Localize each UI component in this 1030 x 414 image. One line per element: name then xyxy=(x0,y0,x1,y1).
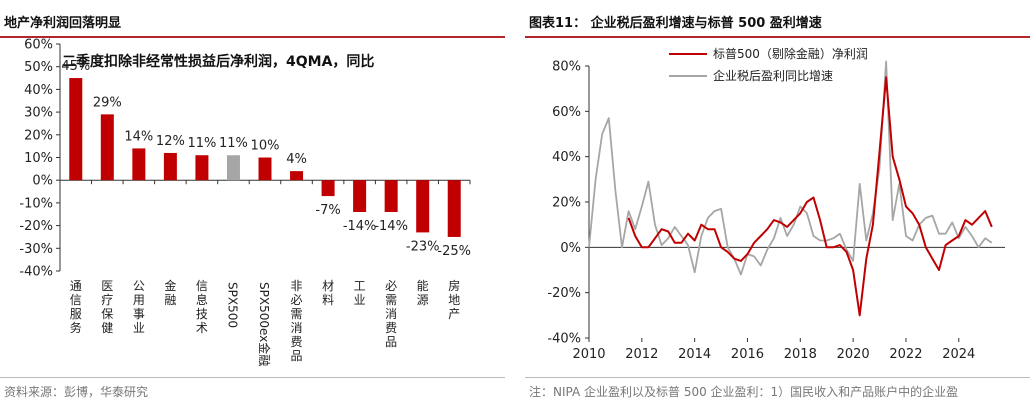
x-category-label: 医疗保健 xyxy=(101,279,113,335)
bar xyxy=(258,157,272,181)
y-tick-label: 0% xyxy=(560,241,581,256)
bar xyxy=(132,148,146,181)
data-label: -14% xyxy=(343,219,377,234)
left-source-rule xyxy=(0,377,505,378)
y-tick-label: 0% xyxy=(32,174,53,189)
bar-chart: 60% 50% 40% 30% 20% 10% 0% -10% -20% -30% -40% 二季度扣… xyxy=(19,38,471,367)
y-tick-label: -20% xyxy=(19,219,53,234)
x-category-label: 非必需消费品 xyxy=(291,279,303,363)
y-tick-label: -20% xyxy=(547,286,581,301)
x-category-label: 金融 xyxy=(164,278,176,307)
right-panel-title: 图表11： 企业税后盈利增速与标普 500 盈利增速 xyxy=(529,16,822,31)
y-tick-label: 80% xyxy=(552,60,581,75)
bar xyxy=(100,114,114,181)
x-tick-label: 2012 xyxy=(625,347,658,362)
data-label: 14% xyxy=(124,129,153,144)
x-tick-label: 2018 xyxy=(784,347,817,362)
x-tick-label: 2014 xyxy=(678,347,711,362)
y-tick-label: -10% xyxy=(19,196,53,211)
x-category-text: SPX500 xyxy=(225,282,239,328)
bar xyxy=(163,152,177,181)
bar xyxy=(384,180,398,212)
x-category-label: 房地产 xyxy=(448,278,460,321)
left-panel: 地产净利润回落明显 60% 50% 40% 30% 20% 10% 0% -10% -20% -3… xyxy=(0,0,505,414)
y-tick-label: 10% xyxy=(24,151,53,166)
x-tick-label: 2020 xyxy=(837,347,870,362)
right-note-rule xyxy=(525,377,1030,378)
y-tick-label: 40% xyxy=(24,83,53,98)
data-label: -7% xyxy=(315,203,340,218)
line-chart: 80% 60% 40% 20% 0% -20% -40%2010 2012 2014 2016 20… xyxy=(547,46,1005,362)
bar xyxy=(69,78,83,181)
right-panel: 图表11： 企业税后盈利增速与标普 500 盈利增速 80% 60% 40% 20% 0… xyxy=(525,0,1030,414)
bar xyxy=(416,180,430,233)
x-tick-label: 2024 xyxy=(942,347,975,362)
data-label: -14% xyxy=(374,219,408,234)
data-label: 29% xyxy=(93,95,122,110)
right-title-rule xyxy=(525,36,1030,38)
data-label: 45% xyxy=(61,59,90,74)
data-label: -23% xyxy=(406,239,440,254)
x-category-label: 工业 xyxy=(354,279,366,307)
x-tick-label: 2022 xyxy=(889,347,922,362)
y-tick-label: 20% xyxy=(24,128,53,143)
y-tick-label: 20% xyxy=(552,196,581,211)
left-source-text: 资料来源：彭博，华泰研究 xyxy=(4,385,149,399)
x-category-label: 通信服务 xyxy=(70,279,82,335)
y-tick-label: -30% xyxy=(19,242,53,257)
y-tick-label: 60% xyxy=(24,38,53,53)
x-category-label: 必需消费品 xyxy=(385,279,397,349)
series-line-corporate-profit xyxy=(588,60,993,276)
data-label: 11% xyxy=(219,136,248,151)
left-title-rule xyxy=(0,36,505,38)
legend-label: 企业税后盈利同比增速 xyxy=(713,68,833,83)
bar xyxy=(353,180,367,212)
data-label: 4% xyxy=(286,152,307,167)
x-category-label: SPX500 xyxy=(225,282,239,328)
y-tick-label: -40% xyxy=(19,265,53,280)
x-category-label: 信息技术 xyxy=(196,279,208,335)
legend-label: 标普500（剔除金融）净利润 xyxy=(713,46,868,61)
right-note-text: 注：NIPA 企业盈利以及标普 500 企业盈利：1）国民收入和产品账户中的企业… xyxy=(529,385,959,399)
x-category-label: SPX500ex金融 xyxy=(257,282,272,366)
x-tick-label: 2010 xyxy=(572,347,605,362)
x-category-label: 能源 xyxy=(417,279,429,307)
x-tick-label: 2016 xyxy=(731,347,764,362)
bar xyxy=(447,180,461,237)
data-label: 12% xyxy=(156,134,185,149)
y-tick-label: -40% xyxy=(547,332,581,347)
y-tick-label: 60% xyxy=(552,105,581,120)
bar xyxy=(290,171,304,181)
x-category-text: SPX500ex金融 xyxy=(257,282,272,366)
left-panel-title: 地产净利润回落明显 xyxy=(4,16,122,31)
data-label: 10% xyxy=(251,139,280,154)
bar xyxy=(195,155,209,181)
y-tick-label: 40% xyxy=(552,150,581,165)
bar xyxy=(226,155,240,181)
y-tick-label: 50% xyxy=(24,60,53,75)
series-line-sp500 xyxy=(627,76,993,317)
x-category-label: 材料 xyxy=(322,279,334,307)
data-label: -25% xyxy=(437,244,471,259)
x-category-label: 公用事业 xyxy=(133,279,145,335)
y-tick-label: 30% xyxy=(24,106,53,121)
data-label: 11% xyxy=(187,136,216,151)
bar xyxy=(321,180,335,197)
bar-chart-title: 二季度扣除非经常性损益后净利润，4QMA，同比 xyxy=(62,53,374,70)
